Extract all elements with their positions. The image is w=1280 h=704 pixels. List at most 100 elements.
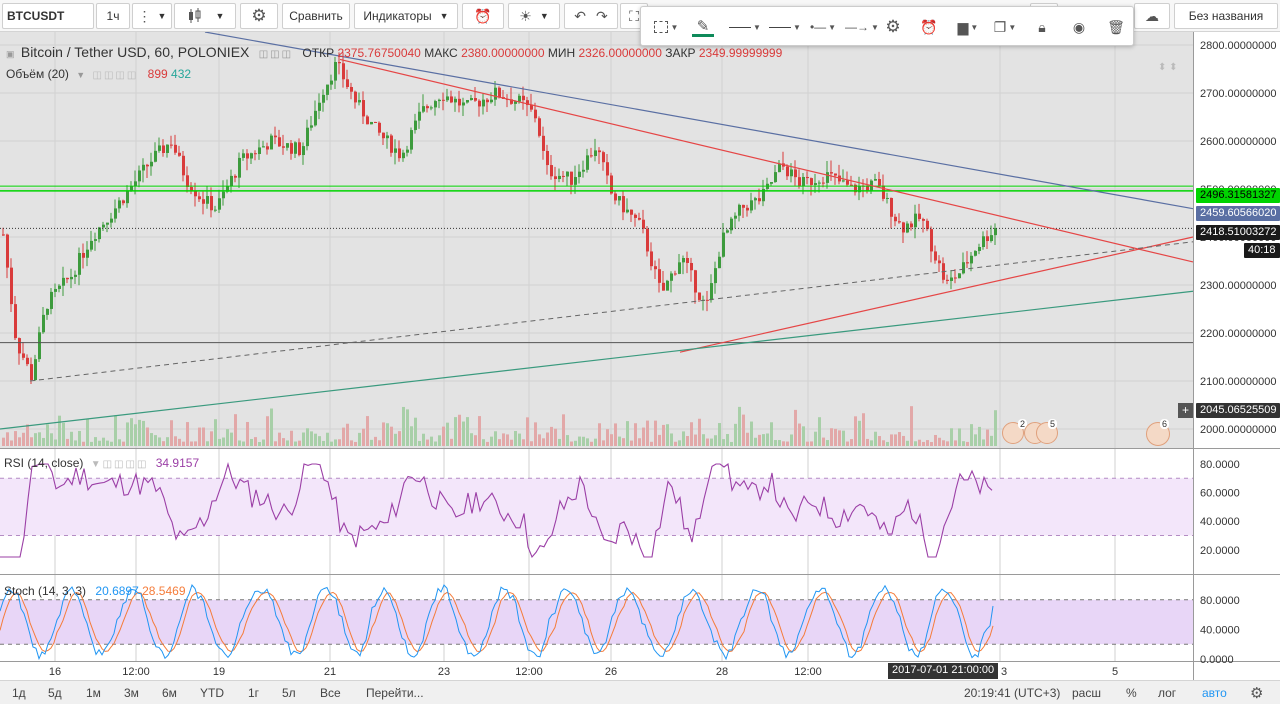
volume-bar — [394, 433, 397, 446]
theme-button[interactable]: ☀ ▼ — [508, 3, 560, 29]
alert-button[interactable]: ⏰ — [462, 3, 504, 29]
drawing-alert-button[interactable]: ⏰ — [915, 15, 943, 39]
volume-bar — [506, 434, 509, 446]
hide-button[interactable]: ◉ — [1065, 15, 1093, 39]
candle-body — [654, 266, 657, 270]
add-plus-icon[interactable]: + — [1178, 403, 1193, 418]
lock-button[interactable]: 🔒︎ — [1029, 15, 1055, 39]
volume-bar — [178, 438, 181, 446]
volume-bar — [682, 431, 685, 446]
date-range-button[interactable]: 6м — [162, 686, 177, 700]
candle-body — [842, 180, 845, 182]
candle-body — [618, 196, 621, 201]
volume-bar — [938, 437, 941, 446]
candle-body — [938, 260, 941, 264]
compare-button[interactable]: Сравнить — [282, 3, 350, 29]
date-range-button[interactable]: 1д — [12, 686, 26, 700]
time-tick-label: 12:00 — [794, 666, 822, 678]
volume-bar — [146, 427, 149, 446]
undo-icon[interactable]: ↶ — [574, 7, 586, 24]
volume-bar — [294, 441, 297, 446]
candle-body — [530, 105, 533, 110]
candle-body — [850, 184, 853, 186]
time-tick-label: 12:00 — [515, 666, 543, 678]
cloud-save-button[interactable]: ☁ — [1134, 3, 1170, 29]
candle-body — [818, 182, 821, 184]
candle-body — [858, 185, 861, 193]
economic-event-flag-icon[interactable]: 6 — [1146, 419, 1170, 446]
volume-bar — [878, 436, 881, 446]
candle-body — [882, 185, 885, 199]
candle-body — [118, 200, 121, 209]
selection-tool-button[interactable]: ▼ — [651, 15, 681, 39]
candle-body — [638, 217, 641, 220]
volume-bar — [490, 436, 493, 446]
gear-icon[interactable]: ⚙ — [1250, 685, 1264, 702]
date-range-button[interactable]: 3м — [124, 686, 139, 700]
clock-label: 20:19:41 (UTC+3) — [964, 686, 1061, 700]
drawing-settings-button[interactable]: ⚙ — [879, 15, 907, 39]
interval-dropdown-button[interactable]: ⋮ ▼ — [132, 3, 172, 29]
redo-icon[interactable]: ↷ — [596, 7, 608, 24]
candle-body — [182, 155, 185, 176]
goto-date-button[interactable]: Перейти... — [366, 686, 424, 700]
chevron-down-icon: ▼ — [1008, 22, 1017, 32]
date-range-button[interactable]: Все — [320, 686, 341, 700]
series-controls-icon[interactable]: ◫◫◫ — [258, 49, 294, 60]
candle-body — [46, 308, 49, 315]
volume-bar — [402, 406, 405, 446]
economic-event-flag-icon[interactable]: 5 — [1036, 419, 1058, 444]
volume-bar — [350, 440, 353, 446]
log-scale-toggle[interactable]: лог — [1158, 686, 1177, 700]
volume-bar — [578, 436, 581, 446]
candle-body — [54, 288, 57, 292]
extended-hours-toggle[interactable]: расш — [1072, 686, 1101, 700]
visibility-layer-button[interactable]: ▆ ▼ — [951, 15, 985, 39]
rsi-controls-icon[interactable]: ▼◫◫◫◫ — [90, 459, 149, 470]
candle-body — [226, 186, 229, 192]
interval-select[interactable]: 1ч — [96, 3, 130, 29]
volume-bar — [462, 421, 465, 446]
auto-scale-toggle[interactable]: авто — [1202, 686, 1227, 700]
volume-controls-icon[interactable]: ◫◫◫◫ — [92, 70, 139, 81]
layout-name-button[interactable]: Без названия — [1174, 3, 1278, 29]
delete-button[interactable]: 🗑︎ — [1103, 15, 1129, 39]
line-width-button[interactable]: ▼ — [727, 15, 763, 39]
candle-body — [430, 107, 433, 109]
clone-button[interactable]: ❐ ▼ — [989, 15, 1021, 39]
volume-bar — [234, 414, 237, 446]
volume-bar — [838, 430, 841, 446]
chevron-down-icon[interactable]: ▼ — [76, 70, 86, 80]
candle-body — [322, 94, 325, 103]
line-color-button[interactable]: ✎ — [689, 15, 717, 39]
settings-button[interactable]: ⚙ — [240, 3, 278, 29]
chart-style-button[interactable]: ▼ — [174, 3, 236, 29]
volume-bar — [486, 441, 489, 446]
volume-bar — [390, 426, 393, 446]
volume-bar — [542, 438, 545, 446]
date-range-button[interactable]: 5л — [282, 686, 296, 700]
date-range-button[interactable]: 1г — [248, 686, 260, 700]
date-range-button[interactable]: YTD — [200, 686, 224, 700]
indicators-button[interactable]: Индикаторы ▼ — [354, 3, 458, 29]
candle-body — [6, 234, 9, 268]
volume-bar — [962, 441, 965, 446]
candle-body — [754, 198, 757, 201]
line-start-button[interactable]: •— ▼ — [805, 15, 841, 39]
collapse-icon[interactable]: ▣ — [6, 49, 15, 59]
symbol-search-input[interactable]: BTCUSDT — [2, 3, 94, 29]
pane-scroll-icon[interactable]: ⬍ ⬍ — [1158, 62, 1178, 73]
low-label: МИН — [547, 46, 576, 60]
economic-event-flag-icon[interactable]: 2 — [1002, 419, 1028, 444]
volume-bar — [142, 420, 145, 446]
line-style-button[interactable]: ▼ — [767, 15, 803, 39]
chart-area[interactable]: 2800.00000000 2700.00000000 2600.00000000 2… — [0, 32, 1280, 680]
stoch-d-value: 28.5469 — [142, 584, 186, 598]
volume-bar — [298, 440, 301, 446]
date-range-button[interactable]: 5д — [48, 686, 62, 700]
date-range-button[interactable]: 1м — [86, 686, 101, 700]
line-end-button[interactable]: —→ ▼ — [843, 15, 881, 39]
candle-body — [926, 220, 929, 230]
percent-scale-toggle[interactable]: % — [1126, 686, 1137, 700]
chart-canvas[interactable]: 2800.00000000 2700.00000000 2600.00000000 2… — [0, 32, 1280, 680]
